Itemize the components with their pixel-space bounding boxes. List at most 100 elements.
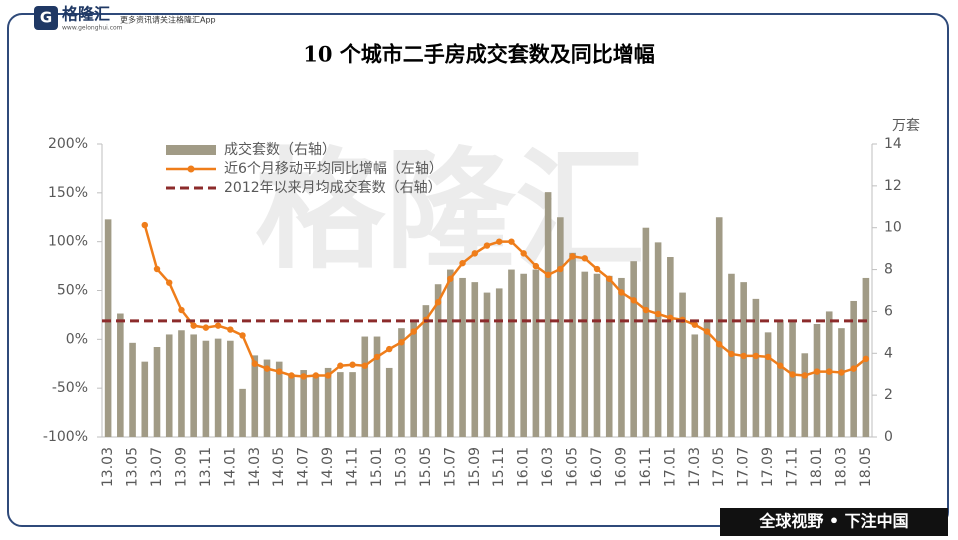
x-tick-label: 17.09 — [760, 447, 776, 487]
bar — [740, 282, 747, 437]
x-tick-label: 14.03 — [247, 447, 263, 487]
legend-label: 成交套数（右轴） — [224, 141, 336, 158]
line-point — [166, 279, 173, 286]
line-point — [178, 306, 185, 314]
bar — [532, 269, 540, 437]
line-point — [324, 372, 332, 379]
bar — [520, 273, 527, 437]
line-point — [789, 371, 796, 378]
line-point — [703, 328, 711, 335]
line-point — [593, 265, 601, 273]
legend-label: 2012年以来月均成交套数（右轴） — [224, 179, 442, 196]
line-point — [618, 289, 625, 296]
line-point — [471, 250, 478, 257]
bar — [178, 330, 185, 437]
bar — [471, 282, 479, 437]
x-tick-label: 13.07 — [149, 447, 165, 487]
bar — [104, 219, 112, 437]
x-tick-label: 17.07 — [736, 447, 752, 487]
x-tick-label: 16.05 — [565, 447, 581, 487]
bar — [569, 252, 576, 437]
y-tick-label: 0% — [66, 331, 88, 347]
line-point — [654, 310, 662, 318]
x-tick-label: 14.07 — [296, 447, 312, 487]
line-point — [508, 238, 515, 245]
bar — [495, 288, 503, 437]
line-point — [777, 362, 784, 369]
logo-text: 格隆汇 — [62, 5, 110, 24]
bar — [349, 372, 356, 437]
x-tick-label: 17.05 — [711, 447, 727, 487]
x-tick-label: 16.11 — [638, 447, 654, 487]
x-tick-label: 15.11 — [491, 447, 507, 487]
line-point — [728, 350, 735, 358]
legend-swatch — [166, 145, 216, 155]
bar — [544, 192, 552, 437]
line-point — [691, 321, 698, 328]
bar — [630, 261, 637, 437]
x-tick-label: 18.03 — [833, 447, 849, 487]
line-point — [557, 265, 564, 273]
bar — [691, 334, 699, 437]
y-tick-label: 150% — [48, 185, 88, 201]
line-point — [276, 368, 283, 375]
legend-marker — [187, 165, 195, 173]
bar — [459, 277, 466, 437]
x-tick-label: 17.01 — [662, 447, 678, 487]
x-tick-label: 15.05 — [418, 447, 434, 487]
bar — [715, 217, 723, 437]
line-point — [801, 372, 808, 379]
line-point — [642, 306, 650, 314]
bar — [483, 292, 491, 437]
line-point — [838, 369, 845, 376]
bar — [764, 332, 772, 437]
bar — [385, 367, 393, 437]
x-tick-label: 17.11 — [785, 447, 801, 487]
line-point — [434, 299, 442, 306]
line-point — [153, 265, 161, 273]
x-tick-label: 15.03 — [393, 447, 409, 487]
line-point — [606, 275, 613, 282]
line-point — [251, 360, 258, 367]
bar — [654, 242, 662, 437]
line-point — [288, 372, 295, 379]
bar — [227, 340, 234, 437]
bar — [190, 334, 197, 437]
bar — [618, 277, 625, 437]
x-tick-label: 13.09 — [173, 447, 189, 487]
x-tick-label: 14.01 — [222, 447, 238, 487]
legend-label: 近6个月移动平均同比增幅（左轴） — [224, 161, 443, 177]
footer: 全球视野 • 下注中国 — [758, 512, 908, 531]
x-tick-label: 18.01 — [809, 447, 825, 487]
y2-tick-label: 0 — [884, 429, 893, 445]
line-point — [227, 326, 234, 333]
line-point — [581, 255, 588, 262]
bar — [605, 275, 613, 437]
x-tick-label: 18.05 — [858, 447, 874, 487]
bar — [263, 359, 271, 437]
y2-tick-label: 8 — [884, 262, 893, 278]
y-tick-label: 50% — [57, 283, 88, 299]
watermark: 格隆汇 — [255, 135, 645, 287]
line-point — [447, 275, 454, 282]
x-tick-label: 17.03 — [687, 447, 703, 487]
x-tick-label: 13.11 — [198, 447, 214, 487]
x-tick-label: 16.07 — [589, 447, 605, 487]
bar — [165, 334, 173, 437]
bar — [398, 328, 405, 437]
line-point — [862, 355, 870, 363]
x-tick-label: 15.09 — [467, 447, 483, 487]
bar — [447, 269, 454, 437]
footer-band — [720, 508, 948, 536]
bar — [251, 355, 259, 437]
x-tick-label: 15.01 — [369, 447, 385, 487]
bar — [300, 370, 307, 437]
logo-icon — [34, 6, 58, 30]
line-point — [141, 221, 148, 229]
x-tick-label: 13.03 — [100, 447, 116, 487]
bar — [581, 271, 589, 437]
line-point — [373, 353, 381, 361]
line-point — [190, 322, 197, 329]
bar — [642, 227, 650, 437]
bar — [752, 298, 760, 437]
